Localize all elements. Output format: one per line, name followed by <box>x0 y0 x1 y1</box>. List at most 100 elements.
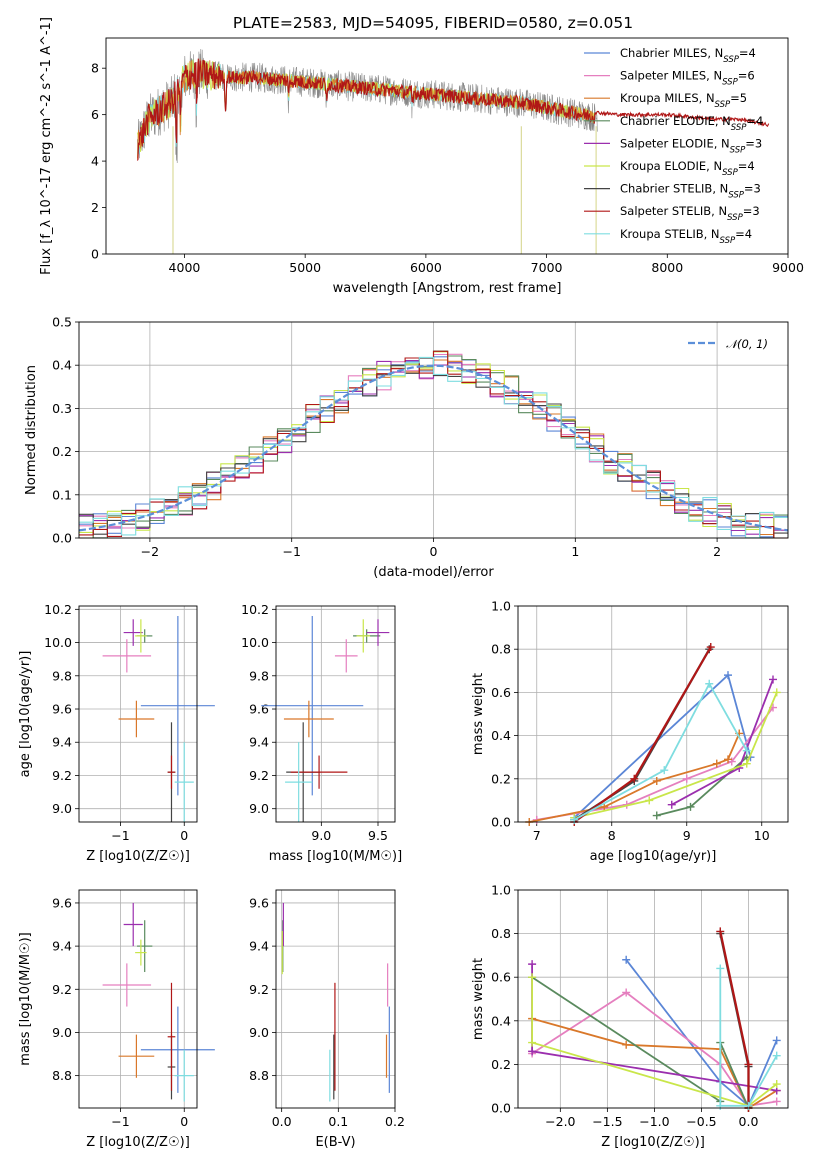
x-tick-label: 9.0 <box>311 828 331 843</box>
series-marker <box>622 1040 631 1049</box>
legend-nssp: =4 <box>739 46 756 60</box>
series-chabrier-stelib <box>570 645 714 824</box>
errorbar-point-salpeter-stelib <box>167 982 176 1091</box>
errorbar-point-salpeter-miles <box>102 639 152 673</box>
spectrum-panel: 4000 5000 6000 7000 8000 9000 0 2 4 6 8 wavelength … <box>39 17 804 296</box>
y-tick-label: 0.4 <box>491 1013 511 1028</box>
series-marker <box>652 776 661 785</box>
series-marker <box>622 955 631 964</box>
series-marker <box>724 755 732 764</box>
y-tick-label: 9.6 <box>249 702 269 717</box>
x-tick-label: 10 <box>754 828 770 843</box>
errorbar-point-kroupa-stelib <box>174 1049 194 1102</box>
series-marker <box>744 1101 753 1110</box>
y-tick-label: 10.0 <box>44 635 72 650</box>
y-axis-label: age [log10(age/yr)] <box>18 651 33 778</box>
axes-frame <box>78 321 789 539</box>
y-tick-label: 8.8 <box>52 1068 72 1083</box>
series-marker <box>528 1047 537 1056</box>
series-marker <box>705 679 714 688</box>
x-axis-label: Z [log10(Z/Z☉)] <box>601 1135 705 1150</box>
x-tick-label: 8 <box>608 828 616 843</box>
legend-label: Chabrier MILES, N <box>620 46 723 60</box>
x-tick-label: −1.5 <box>592 1114 622 1129</box>
legend-label: Chabrier ELODIE, N <box>620 114 731 128</box>
plot-area <box>261 615 390 822</box>
y-tick-label: 9.8 <box>52 668 72 683</box>
legend-entry-chabrier-elodie: Chabrier ELODIE, NSSP=4 <box>620 114 763 133</box>
series-marker <box>772 1080 781 1089</box>
age-vs-mass-panel: 9.0 9.5 9.0 9.2 9.4 9.6 9.8 10.0 10.2 mass [log10… <box>241 602 402 864</box>
legend-label: Salpeter STELIB, N <box>620 204 727 218</box>
legend-subscript: SSP <box>731 123 747 133</box>
x-axis-label: Z [log10(Z/Z☉)] <box>86 849 190 864</box>
legend-entry-chabrier-miles: Chabrier MILES, NSSP=4 <box>620 46 756 65</box>
errorbar-point-chabrier-miles <box>140 615 215 796</box>
y-tick-label: 0.0 <box>52 531 72 546</box>
y-tick-label: 8 <box>91 61 99 76</box>
axes-frame <box>275 605 396 823</box>
x-tick-label: 0.0 <box>739 1114 759 1129</box>
legend-subscript: SSP <box>715 100 731 110</box>
y-tick-label: 0.3 <box>52 401 72 416</box>
errorbar-point-chabrier-miles <box>261 615 364 796</box>
plot-area <box>102 902 215 1102</box>
mass-vs-metallicity-panel: −1 0 8.8 9.0 9.2 9.4 9.6 Z [log10(Z/Z☉)] mass [l… <box>18 889 215 1150</box>
x-tick-label: 8000 <box>651 260 683 275</box>
series-marker <box>724 671 732 680</box>
errorbar-point-kroupa-miles <box>283 700 334 738</box>
legend-subscript: SSP <box>727 213 743 223</box>
x-tick-label: 1 <box>571 544 579 559</box>
errorbar-point-salpeter-miles <box>334 639 358 673</box>
x-tick-label: −1 <box>282 544 300 559</box>
x-tick-label: −1 <box>111 1114 129 1129</box>
y-tick-label: 9.0 <box>249 1025 269 1040</box>
y-tick-label: 0 <box>91 247 99 262</box>
grid <box>276 606 395 822</box>
y-tick-label: 0.1 <box>52 487 72 502</box>
legend-subscript: SSP <box>722 168 738 178</box>
y-axis-label: Normed distribution <box>24 365 39 495</box>
y-axis-label: mass weight <box>471 673 486 755</box>
plot-area <box>525 643 781 826</box>
y-tick-label: 0.8 <box>491 642 511 657</box>
x-tick-label: 0.2 <box>385 1114 405 1129</box>
legend-nssp: =4 <box>735 227 752 241</box>
y-tick-label: 9.2 <box>249 982 269 997</box>
x-tick-label: 0.1 <box>328 1114 348 1129</box>
x-tick-label: −2.0 <box>545 1114 575 1129</box>
series-marker <box>716 964 725 973</box>
errorbar-point-kroupa-miles <box>118 1034 155 1078</box>
x-tick-label: 0 <box>180 828 188 843</box>
series-marker <box>744 1060 753 1069</box>
y-tick-label: 1.0 <box>491 883 511 898</box>
x-axis-label: E(B-V) <box>315 1135 355 1150</box>
errorbar-point-kroupa-stelib <box>285 742 313 822</box>
series-line <box>531 976 750 1109</box>
series-marker <box>706 643 715 652</box>
errorbar-point-salpeter-miles <box>102 963 152 1007</box>
series-marker <box>742 759 751 768</box>
series-line <box>719 968 778 1107</box>
normal-curve <box>78 364 789 532</box>
y-tick-label: 9.0 <box>52 1025 72 1040</box>
y-tick-label: 0.6 <box>491 970 511 985</box>
series-kroupa-stelib <box>716 964 781 1110</box>
legend-entry-chabrier-stelib: Chabrier STELIB, NSSP=3 <box>620 182 761 201</box>
age-vs-metallicity-panel: −1 0 9.0 9.2 9.4 9.6 9.8 10.0 10.2 Z [log10(Z/Z☉)… <box>18 602 215 864</box>
series-line <box>573 648 711 821</box>
series-marker <box>769 675 777 684</box>
x-axis-label: (data-model)/error <box>373 565 494 580</box>
series-marker <box>712 759 721 768</box>
x-axis-label: mass [log10(M/M☉)] <box>269 849 402 864</box>
y-axis-label: mass weight <box>471 958 486 1040</box>
errorbar-point-salpeter-elodie <box>123 619 143 646</box>
plot-area <box>281 902 390 1102</box>
mass-vs-ebv-panel: 0.0 0.1 0.2 8.8 9.0 9.2 9.4 9.6 E(B-V) <box>249 889 405 1150</box>
plot-area <box>136 48 770 254</box>
legend-label: Kroupa ELODIE, N <box>620 159 722 173</box>
x-tick-label: 0 <box>180 1114 188 1129</box>
series-marker <box>660 766 669 775</box>
